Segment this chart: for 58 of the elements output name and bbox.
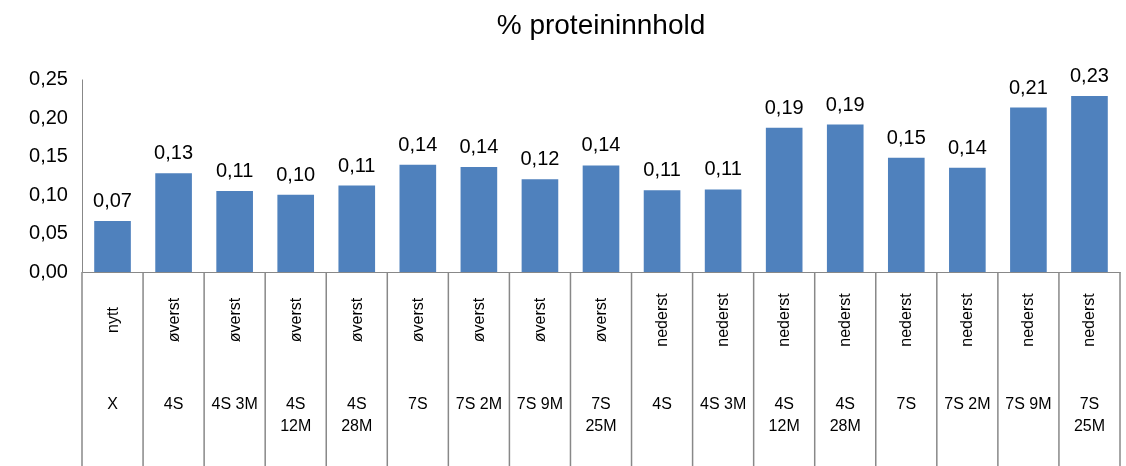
category-label: øverst 7S 2M bbox=[455, 297, 503, 412]
data-label: 0,07 bbox=[93, 189, 132, 212]
category-label: øverst 4S 28M bbox=[341, 297, 373, 434]
category-label: øverst 7S bbox=[408, 297, 428, 412]
data-label: 0,23 bbox=[1070, 63, 1109, 86]
y-tick-label: 0,00 bbox=[29, 260, 68, 282]
data-label: 0,11 bbox=[704, 157, 742, 180]
category-label: nytt X bbox=[103, 307, 121, 412]
bar bbox=[155, 173, 192, 272]
data-label: 0,10 bbox=[276, 162, 316, 185]
category-label: nederst 7S 2M bbox=[944, 293, 991, 412]
category-label: nederst 7S 25M bbox=[1073, 293, 1106, 434]
data-label: 0,14 bbox=[459, 135, 499, 158]
data-label: 0,13 bbox=[154, 141, 194, 164]
data-label: 0,19 bbox=[825, 92, 865, 115]
category-label: nederst 4S bbox=[652, 293, 672, 412]
bar bbox=[277, 194, 315, 272]
category-label: nederst 7S 9M bbox=[1005, 293, 1052, 412]
bar bbox=[704, 189, 742, 272]
data-label: 0,14 bbox=[947, 135, 987, 158]
data-label: 0,12 bbox=[520, 147, 560, 170]
category-label: nederst 4S 28M bbox=[829, 293, 861, 434]
bar bbox=[582, 165, 620, 272]
bar bbox=[94, 221, 131, 272]
bar bbox=[949, 167, 986, 272]
category-label: nederst 4S 12M bbox=[768, 293, 800, 434]
chart-title: % proteininnhold bbox=[496, 8, 706, 40]
data-label: 0,15 bbox=[886, 125, 926, 148]
category-label: øverst 4S 3M bbox=[211, 297, 258, 412]
y-tick-label: 0,20 bbox=[29, 105, 68, 128]
data-label: 0,19 bbox=[764, 95, 804, 118]
bar bbox=[460, 167, 498, 272]
data-label: 0,14 bbox=[398, 132, 438, 155]
bar bbox=[826, 124, 864, 272]
data-label: 0,11 bbox=[643, 158, 681, 181]
bar bbox=[216, 190, 253, 272]
data-label: 0,11 bbox=[215, 158, 254, 181]
category-label: øverst 7S 9M bbox=[516, 297, 564, 412]
bar bbox=[1071, 95, 1108, 272]
category-label: nederst 4S 3M bbox=[699, 293, 747, 412]
data-label: 0,11 bbox=[338, 153, 376, 176]
bar bbox=[521, 179, 559, 272]
category-label: nederst 7S bbox=[896, 293, 917, 412]
y-tick-label: 0,10 bbox=[29, 182, 68, 205]
data-label: 0,21 bbox=[1008, 75, 1048, 98]
y-tick-label: 0,15 bbox=[29, 144, 68, 167]
bar bbox=[765, 127, 803, 272]
bar bbox=[1010, 107, 1047, 272]
bar bbox=[887, 157, 925, 272]
y-tick-label: 0,05 bbox=[29, 221, 68, 244]
category-label: øverst 7S 25M bbox=[585, 297, 617, 434]
bar bbox=[643, 190, 681, 272]
y-tick-label: 0,25 bbox=[29, 67, 68, 89]
bar bbox=[338, 185, 376, 272]
category-label: øverst 4S 12M bbox=[280, 297, 312, 434]
bar bbox=[399, 164, 437, 272]
data-label: 0,14 bbox=[581, 133, 621, 156]
category-label: øverst 4S bbox=[163, 297, 184, 412]
